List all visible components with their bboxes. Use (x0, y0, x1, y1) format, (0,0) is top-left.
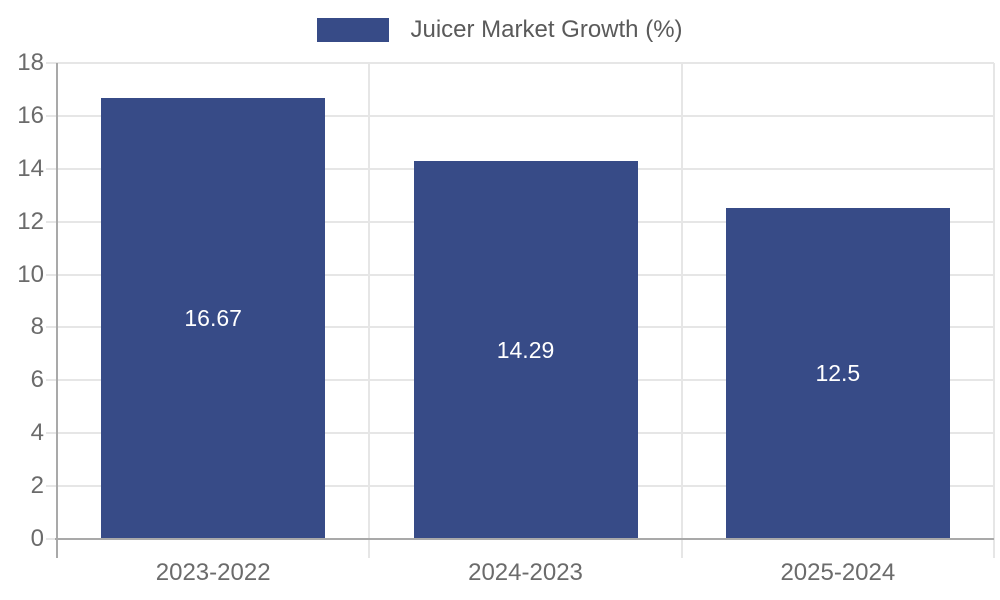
bar-value-label: 14.29 (496, 336, 555, 363)
y-tick-label: 4 (30, 419, 44, 447)
y-gridline (46, 114, 994, 117)
y-axis-line (56, 63, 58, 558)
x-tick-label: 2023-2022 (155, 559, 271, 586)
x-tick-label: 2025-2024 (780, 559, 896, 586)
legend-swatch (317, 18, 390, 42)
y-tick-label: 18 (17, 49, 44, 76)
y-tick-label: 12 (17, 207, 44, 235)
y-tick-label: 8 (30, 313, 44, 341)
bar: 12.5 (725, 208, 950, 539)
y-tick-label: 10 (17, 260, 44, 288)
y-tick-label: 2 (30, 472, 44, 500)
x-tick-label: 2024-2023 (468, 559, 583, 586)
legend: Juicer Market Growth (%) (0, 18, 1000, 42)
bar-value-label: 12.5 (815, 360, 861, 387)
category-separator (680, 63, 683, 558)
y-tick-label: 14 (17, 154, 44, 182)
category-separator (993, 63, 995, 558)
y-tick-label: 0 (30, 525, 44, 552)
bar: 14.29 (413, 161, 638, 539)
y-gridline (46, 62, 994, 64)
x-axis-line (55, 538, 994, 540)
y-tick-label: 16 (17, 101, 44, 129)
bar-value-label: 16.67 (184, 305, 242, 332)
legend-label: Juicer Market Growth (%) (410, 16, 683, 43)
bar: 16.67 (101, 98, 326, 539)
y-tick-label: 6 (30, 366, 44, 394)
category-separator (368, 63, 371, 558)
